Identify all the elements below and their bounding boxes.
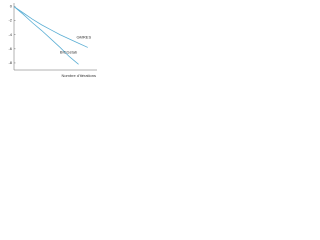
chart: Nombre d'itérations 0 -2 -4 -6 -8 GMRES BICGst… xyxy=(8,3,97,78)
y-tick-label: 0 xyxy=(10,4,13,9)
y-tick-label: -2 xyxy=(8,18,12,23)
series-label: GMRES xyxy=(76,34,91,39)
page: {"chart_data": {"type": "line", "x_label… xyxy=(0,0,100,81)
y-tick-label: -8 xyxy=(8,60,12,65)
series-line xyxy=(13,6,79,65)
y-tick-label: -6 xyxy=(8,46,12,51)
series-line xyxy=(13,6,88,48)
x-axis-label: Nombre d'itérations xyxy=(61,73,96,78)
series-label: BICGstab xyxy=(60,49,78,54)
y-tick-label: -4 xyxy=(8,32,12,37)
